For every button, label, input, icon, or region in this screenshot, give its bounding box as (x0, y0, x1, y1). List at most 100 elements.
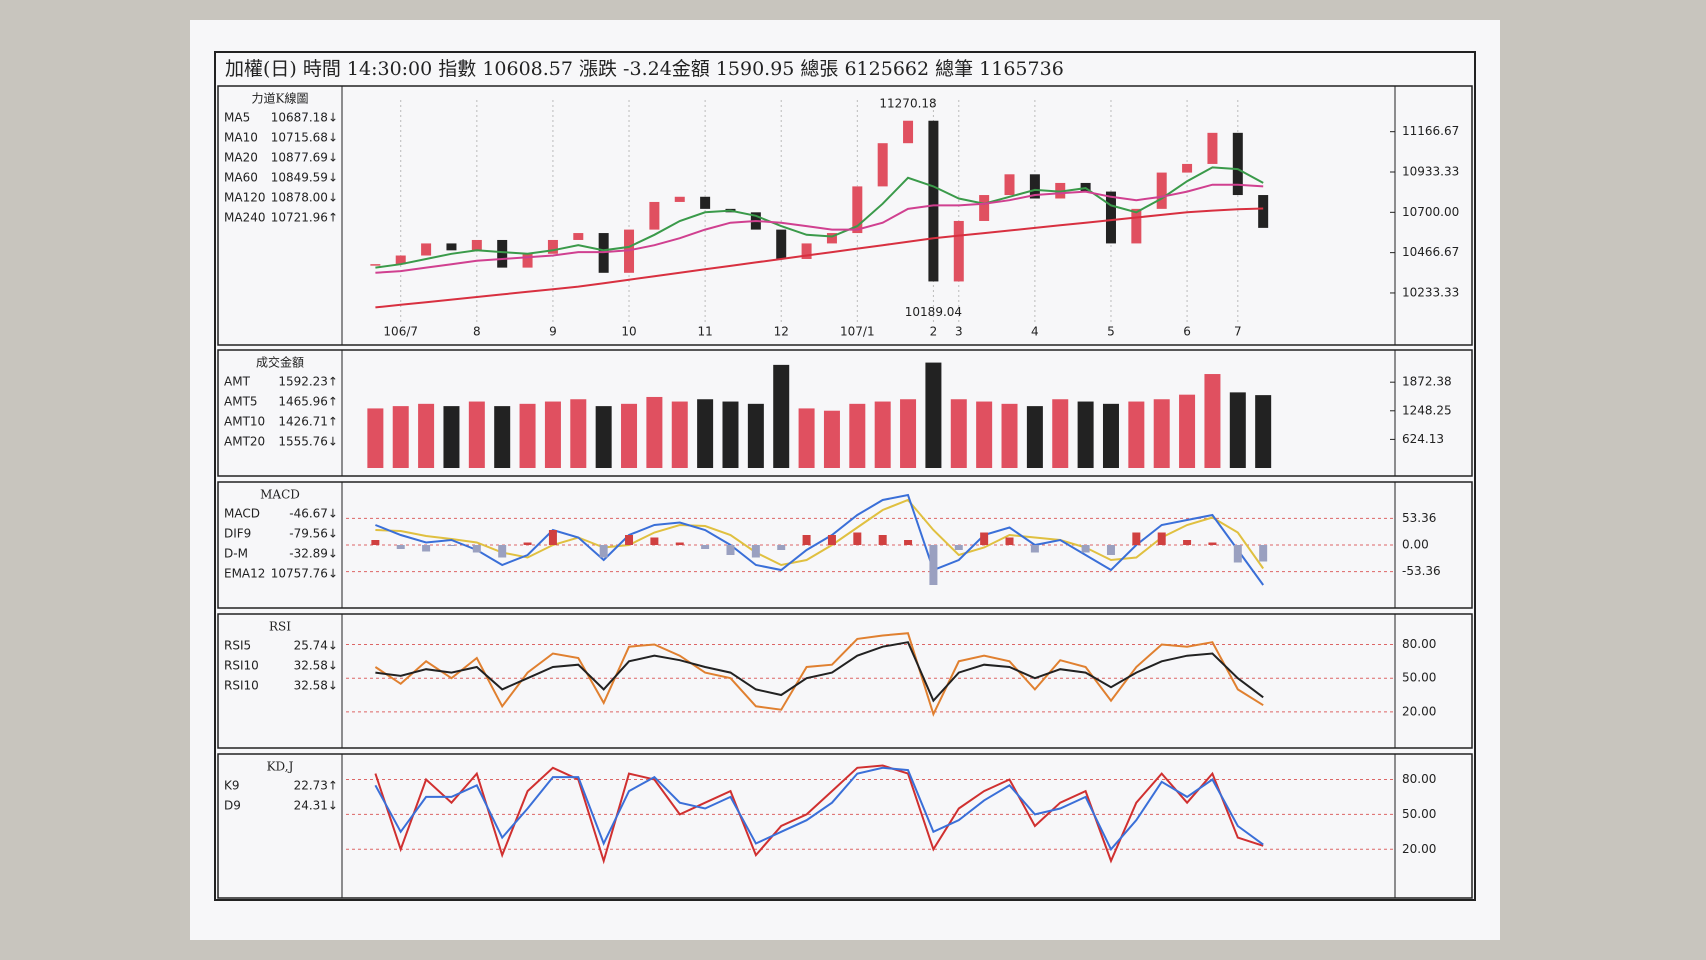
candle (1004, 174, 1015, 196)
annotation: 10189.04 (905, 305, 962, 319)
bar (1157, 532, 1166, 545)
bar (697, 399, 714, 468)
legend-value: -79.56↓ (289, 527, 338, 541)
bar (954, 545, 963, 550)
panel-frame (217, 85, 1473, 346)
panel-title: RSI (269, 620, 291, 634)
y-tick-label: 20.00 (1402, 704, 1436, 718)
bar (980, 532, 989, 545)
x-tick-label: 106/7 (383, 325, 418, 339)
legend-value: 24.31↓ (294, 799, 338, 813)
legend-name: DIF9 (224, 527, 251, 541)
bar (396, 545, 405, 549)
annotation: 11270.18 (879, 96, 936, 110)
bar (646, 396, 663, 468)
bar (802, 535, 811, 545)
bar (976, 401, 993, 468)
y-tick-label: 624.13 (1402, 432, 1444, 446)
candle (1156, 172, 1167, 209)
candle (852, 186, 863, 234)
legend-value: 32.58↓ (294, 659, 338, 673)
y-tick-label: 10933.33 (1402, 165, 1459, 179)
candle (1232, 132, 1243, 196)
legend-value: 1465.96↑ (278, 395, 338, 409)
panel-title: KD,J (267, 760, 294, 774)
legend-value: 1592.23↑ (278, 375, 338, 389)
bar (1229, 392, 1246, 468)
legend-value: 1555.76↓ (278, 435, 338, 449)
bar (523, 542, 532, 545)
y-tick-label: 1248.25 (1402, 403, 1452, 417)
legend-name: MACD (224, 507, 260, 521)
y-tick-label: 10233.33 (1402, 285, 1459, 299)
candle (776, 229, 787, 259)
bar (371, 540, 380, 545)
candle (649, 201, 660, 230)
x-tick-label: 11 (697, 325, 712, 339)
legend-value: 10687.18↓ (271, 111, 338, 125)
x-tick-label: 2 (930, 325, 938, 339)
bar (443, 406, 460, 468)
x-tick-label: 5 (1107, 325, 1115, 339)
legend-value: 22.73↑ (294, 779, 338, 793)
panel-frame (217, 613, 1473, 749)
bar (1259, 545, 1268, 562)
bar (1077, 401, 1094, 468)
candle (1131, 208, 1142, 244)
legend-value: 10849.59↓ (271, 171, 338, 185)
x-tick-label: 9 (549, 325, 557, 339)
header-title: 加權(日) 時間 14:30:00 指數 10608.57 漲跌 -3.24金額… (225, 58, 1064, 80)
x-tick-label: 3 (955, 325, 963, 339)
bar (878, 535, 887, 545)
candle (1207, 132, 1218, 164)
y-tick-label: 11166.67 (1402, 124, 1459, 138)
bar (418, 403, 435, 468)
bar (1030, 545, 1039, 553)
panel-title: MACD (260, 488, 300, 502)
legend-name: MA240 (224, 211, 265, 225)
outer-frame (214, 51, 1476, 901)
bar (950, 399, 967, 468)
candle (674, 196, 685, 202)
y-tick-label: 0.00 (1402, 538, 1429, 552)
y-tick-label: 80.00 (1402, 772, 1436, 786)
candle (826, 233, 837, 244)
bar (599, 545, 608, 558)
legend-name: RSI5 (224, 639, 251, 653)
bar (1001, 403, 1018, 468)
bar (726, 545, 735, 555)
legend-name: MA120 (224, 191, 265, 205)
bar (595, 406, 612, 468)
legend-name: AMT20 (224, 435, 265, 449)
candle (446, 243, 457, 251)
series-line (374, 764, 1264, 865)
bar (498, 545, 507, 558)
bar (925, 362, 942, 468)
bar (773, 364, 790, 468)
candle (903, 120, 914, 144)
y-tick-label: 20.00 (1402, 842, 1436, 856)
legend-name: AMT5 (224, 395, 258, 409)
legend-name: EMA12 (224, 567, 265, 581)
bar (798, 408, 815, 468)
bar (1081, 545, 1090, 553)
x-tick-label: 12 (774, 325, 789, 339)
candle (877, 143, 888, 187)
panel-title: 成交金額 (256, 355, 304, 370)
bar (570, 399, 587, 468)
candle (953, 220, 964, 282)
legend-value: 32.58↓ (294, 679, 338, 693)
legend-name: RSI10 (224, 679, 259, 693)
bar (827, 535, 836, 545)
bar (472, 545, 481, 553)
bar (1208, 542, 1217, 545)
x-tick-label: 6 (1183, 325, 1191, 339)
bar (1052, 399, 1069, 468)
bar (1255, 395, 1272, 468)
bar (722, 401, 739, 468)
candle (1182, 163, 1193, 173)
y-tick-label: 10466.67 (1402, 245, 1459, 259)
legend-value: 10878.00↓ (271, 191, 338, 205)
